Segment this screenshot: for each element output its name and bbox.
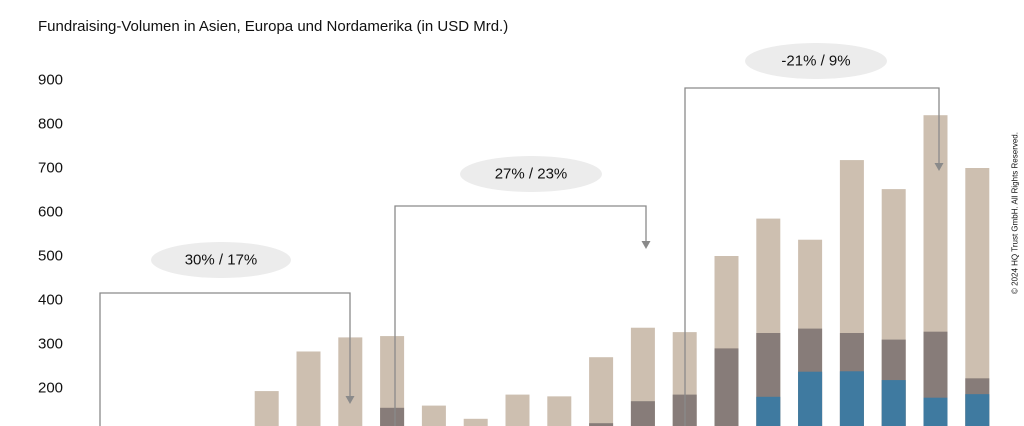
bar-segment-bottom <box>839 371 864 426</box>
bar-segment-total <box>589 357 614 426</box>
bar-segment-bottom <box>881 380 906 426</box>
y-tick-label: 700 <box>38 160 63 177</box>
bar-segment-bottom <box>756 396 781 426</box>
annotation-label: 30% / 17% <box>185 252 258 269</box>
bar-segment-total <box>547 396 572 426</box>
bar-segment-total <box>505 394 530 426</box>
bar-segment-total <box>296 351 321 426</box>
bar-segment-total <box>254 391 279 426</box>
annotation-label: 27% / 23% <box>495 166 568 183</box>
bar-segment-total <box>463 418 488 426</box>
bar-segment-total <box>421 405 446 426</box>
chart-title: Fundraising-Volumen in Asien, Europa und… <box>38 18 509 35</box>
y-tick-label: 900 <box>38 72 63 89</box>
bar-segment-bottom <box>798 371 823 426</box>
stacked-bar-chart: 900 800 700 600 500 400 300 200 30% / 17% 27% / 2… <box>38 43 990 426</box>
bar-segment-middle <box>589 423 614 426</box>
annotation-label: -21% / 9% <box>781 53 850 70</box>
bracket-arrowhead <box>641 241 651 249</box>
y-tick-label: 300 <box>38 336 63 353</box>
bar-segment-middle <box>714 348 739 426</box>
bracket-line <box>684 87 940 426</box>
copyright-notice: © 2024 HQ Trust GmbH. All Rights Reserve… <box>1010 132 1020 294</box>
y-tick-label: 500 <box>38 248 63 265</box>
y-tick-label: 800 <box>38 116 63 133</box>
bar-segment-middle <box>380 407 405 426</box>
annotation-bubble <box>151 242 291 278</box>
bar-segment-bottom <box>965 394 990 426</box>
y-tick-label: 600 <box>38 204 63 221</box>
bracket-line <box>99 292 351 426</box>
bar-segment-middle <box>630 401 655 426</box>
annotation-bubble <box>745 43 887 79</box>
bracket-arrowhead <box>345 396 355 404</box>
bracket-arrowhead <box>934 163 944 171</box>
y-tick-label: 400 <box>38 292 63 309</box>
bracket-line <box>394 205 647 426</box>
y-tick-label: 200 <box>38 380 63 397</box>
annotation-bubble <box>460 156 602 192</box>
bar-segment-bottom <box>923 397 948 426</box>
